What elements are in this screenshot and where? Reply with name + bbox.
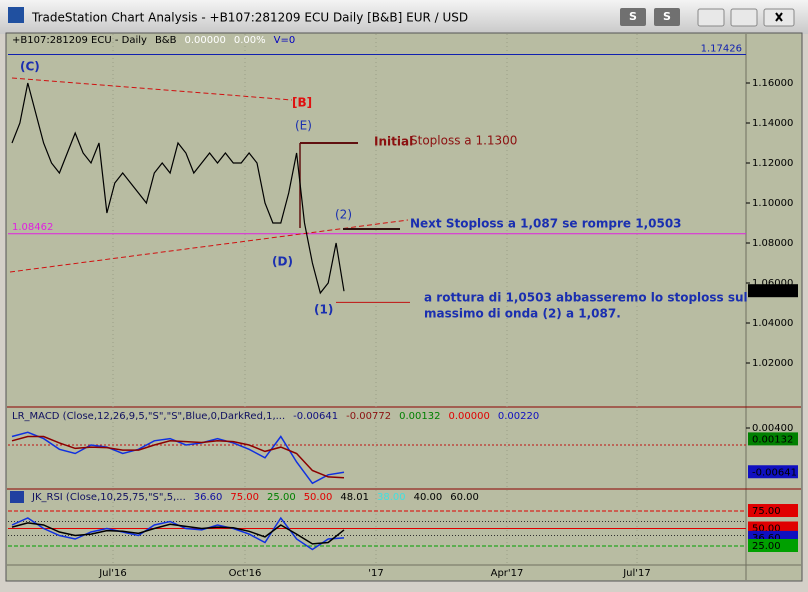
pane-header: LR_MACD (Close,12,26,9,5,"S","S",Blue,0,… xyxy=(12,411,285,422)
rsi-line xyxy=(11,522,345,545)
annotation: massimo di onda (2) a 1,087. xyxy=(424,307,621,321)
pane-header: JK_RSI (Close,10,25,75,"S",5,... xyxy=(31,492,186,503)
annotation: Next Stoploss a 1,087 se rompre 1,0503 xyxy=(410,217,682,231)
indicator-icon xyxy=(10,491,24,503)
price-line xyxy=(11,82,345,295)
pane-header: -0.00772 xyxy=(346,411,391,422)
level-label: 1.17426 xyxy=(701,43,742,54)
annotation: (E) xyxy=(295,119,312,133)
window-controls: S S xyxy=(620,8,795,27)
pane-header: B&B xyxy=(155,35,177,46)
date-label: Apr'17 xyxy=(491,568,524,579)
pane-header: 0.00000 xyxy=(448,411,489,422)
trendline xyxy=(11,77,293,101)
y-tick-label: 1.10000 xyxy=(752,198,793,209)
annotation: (1) xyxy=(314,303,333,317)
annotation: (D) xyxy=(272,255,293,269)
y-tick-label: 1.12000 xyxy=(752,158,793,169)
axis-label-box xyxy=(748,538,798,552)
axis-label: 36.60 xyxy=(752,533,781,544)
annotation: (2) xyxy=(335,208,352,222)
y-tick-label: 1.04000 xyxy=(752,318,793,329)
s-button-label[interactable]: S xyxy=(663,10,671,23)
axis-label-box xyxy=(748,284,798,298)
pane-header: 38.00 xyxy=(377,492,406,503)
pane-header: 75.00 xyxy=(230,492,259,503)
pane-header: 0.00220 xyxy=(498,411,539,422)
app-icon xyxy=(8,7,24,23)
date-label: Oct'16 xyxy=(229,568,262,579)
window-title: TradeStation Chart Analysis - +B107:2812… xyxy=(31,11,468,25)
y-tick-label: 1.14000 xyxy=(752,118,793,129)
date-label: Jul'16 xyxy=(98,568,127,579)
axis-label-box xyxy=(748,465,798,479)
annotation: [B] xyxy=(292,96,312,110)
y-tick-label: 0.00400 xyxy=(752,423,793,434)
pane-header: 36.60 xyxy=(194,492,223,503)
s-button[interactable] xyxy=(620,8,646,26)
trendline xyxy=(9,219,409,273)
axis-label: -0.00641 xyxy=(752,467,797,478)
pane-header: 50.00 xyxy=(304,492,333,503)
annotation: Initial xyxy=(374,135,413,149)
annotation: (C) xyxy=(20,60,40,74)
y-tick-label: 1.02000 xyxy=(752,358,793,369)
y-tick-label: 1.06000 xyxy=(752,278,793,289)
pane-header: 25.00 xyxy=(267,492,296,503)
axis-label: 50.00 xyxy=(752,524,781,535)
axis-label: 0.00132 xyxy=(752,434,793,445)
pane-header: -0.00641 xyxy=(293,411,338,422)
macd-line xyxy=(11,435,345,479)
pane-header: 0.00% xyxy=(234,35,266,46)
pane-header: 60.00 xyxy=(450,492,479,503)
axis-label: 1.05590 xyxy=(752,286,793,297)
date-label: Jul'17 xyxy=(622,568,651,579)
pane-header: V=0 xyxy=(274,35,296,46)
level-label: 1.08462 xyxy=(12,222,53,233)
close-icon xyxy=(775,12,783,22)
axis-label-box xyxy=(748,504,798,518)
axis-label: 25.00 xyxy=(752,541,781,552)
y-tick-label: 1.08000 xyxy=(752,238,793,249)
s-button-label[interactable]: S xyxy=(629,10,637,23)
pane-header: +B107:281209 ECU - Daily xyxy=(12,35,147,46)
axis-label-box xyxy=(748,432,798,446)
pane-header: 0.00000 xyxy=(184,35,225,46)
axis-label: 75.00 xyxy=(752,506,781,517)
minimize-button[interactable] xyxy=(697,8,725,27)
chart-area xyxy=(5,32,803,582)
date-label: '17 xyxy=(368,568,383,579)
y-tick-label: 1.16000 xyxy=(752,78,793,89)
pane-header: 48.01 xyxy=(340,492,369,503)
pane-header: 40.00 xyxy=(414,492,443,503)
annotation: Stoploss a 1.1300 xyxy=(410,134,517,148)
pane-header: 0.00132 xyxy=(399,411,440,422)
annotation: a rottura di 1,0503 abbasseremo lo stopl… xyxy=(424,291,748,305)
s-button[interactable] xyxy=(654,8,680,26)
maximize-button[interactable] xyxy=(730,8,758,27)
